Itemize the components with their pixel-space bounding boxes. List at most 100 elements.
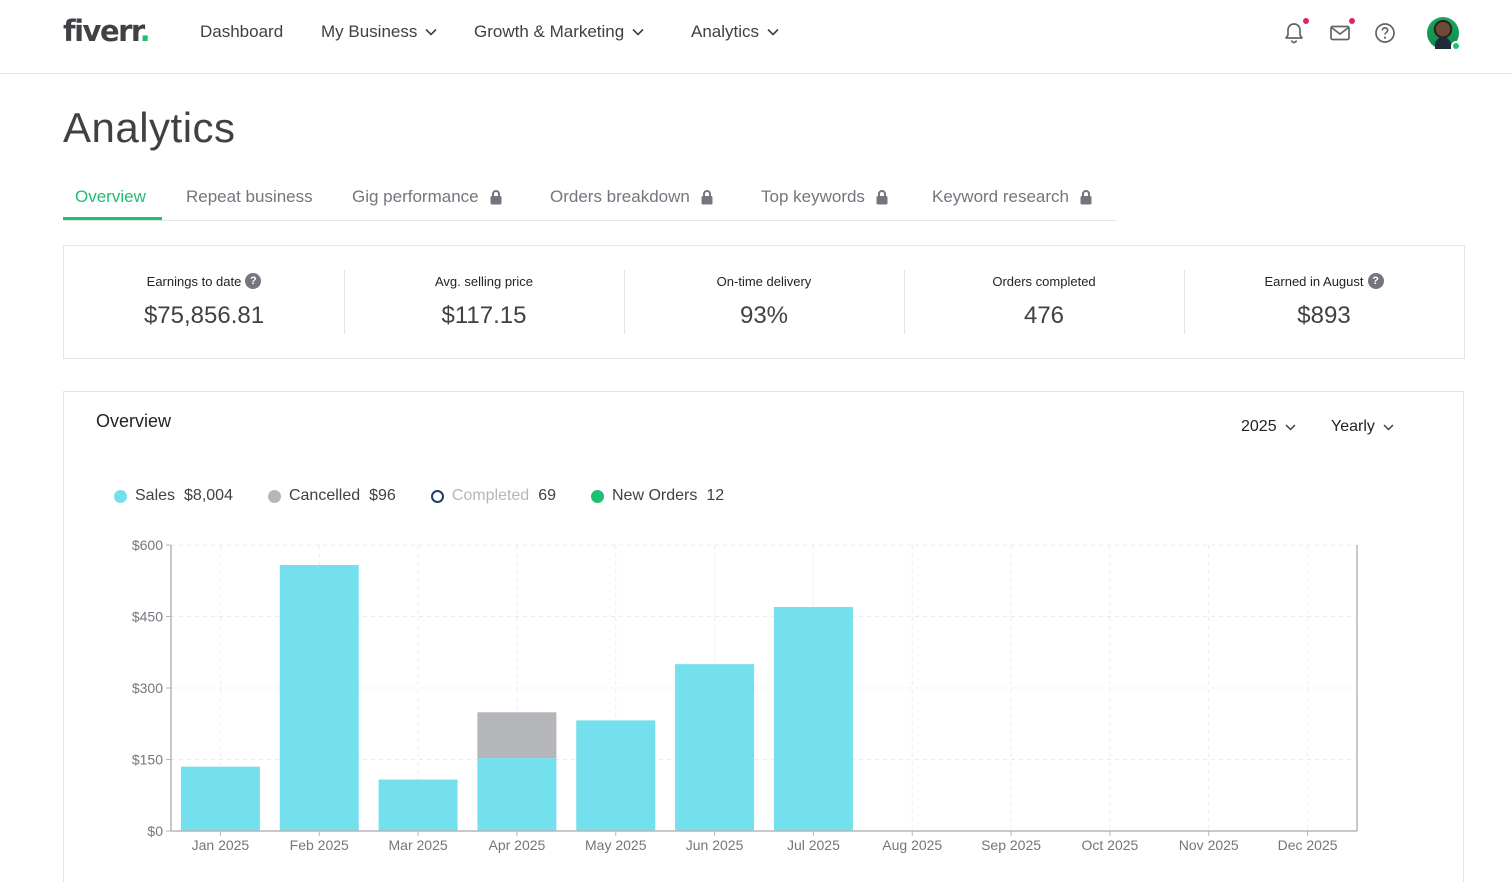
nav-analytics[interactable]: Analytics — [691, 22, 779, 42]
analytics-tabs: Overview Repeat business Gig performance… — [63, 176, 1117, 221]
notification-dot — [1303, 18, 1309, 24]
tab-top-keywords[interactable]: Top keywords — [761, 187, 889, 207]
bar-sales — [576, 720, 656, 831]
chart-legend: Sales $8,004 Cancelled $96 Completed 69 … — [114, 487, 759, 505]
nav-analytics-label: Analytics — [691, 22, 760, 41]
x-tick-label: Mar 2025 — [389, 837, 448, 853]
y-tick-label: $300 — [132, 680, 163, 696]
stat-label: Orders completed — [992, 273, 1096, 289]
stat-on-time-delivery: On-time delivery 93% — [624, 246, 904, 358]
logo-dot: . — [139, 14, 151, 48]
nav-dashboard-label: Dashboard — [200, 22, 284, 41]
legend-value: 12 — [706, 487, 725, 504]
stat-value: 93% — [739, 302, 789, 329]
help-icon[interactable] — [1372, 20, 1398, 46]
notification-dot — [1349, 18, 1355, 24]
nav-growth-marketing-label: Growth & Marketing — [474, 22, 625, 41]
fiverr-logo[interactable]: fiverr. — [63, 14, 151, 48]
legend-label: Completed — [451, 487, 530, 504]
stat-orders-completed: Orders completed 476 — [904, 246, 1184, 358]
tab-label: Keyword research — [932, 187, 1070, 206]
x-tick-label: Nov 2025 — [1179, 837, 1239, 853]
nav-dashboard[interactable]: Dashboard — [200, 22, 283, 42]
stat-value: $893 — [1297, 302, 1351, 329]
nav-my-business-label: My Business — [321, 22, 418, 41]
x-tick-label: Apr 2025 — [489, 837, 546, 853]
legend-value: $8,004 — [184, 487, 233, 504]
bar-sales — [180, 766, 260, 831]
chevron-down-icon — [425, 28, 437, 36]
help-icon[interactable]: ? — [245, 273, 262, 289]
y-tick-label: $150 — [132, 752, 163, 768]
logo-text[interactable]: fiverr — [63, 14, 141, 48]
bar-cancelled — [477, 712, 557, 759]
tab-keyword-research[interactable]: Keyword research — [932, 187, 1093, 207]
x-tick-label: May 2025 — [585, 837, 647, 853]
lock-icon — [875, 189, 889, 205]
stats-card: Earnings to date? $75,856.81 Avg. sellin… — [63, 245, 1465, 359]
legend-sales[interactable]: Sales $8,004 — [114, 487, 233, 505]
overview-card: Overview 2025 Yearly Sales $8,004 Cancel… — [63, 391, 1464, 882]
lock-icon — [489, 189, 503, 205]
period-select-value: Yearly — [1331, 418, 1375, 435]
online-status-dot — [1451, 41, 1461, 51]
bar-sales — [675, 664, 755, 831]
year-select[interactable]: 2025 — [1241, 418, 1296, 436]
x-tick-label: Sep 2025 — [981, 837, 1041, 853]
legend-label: Cancelled — [288, 487, 361, 504]
x-tick-label: Jun 2025 — [686, 837, 744, 853]
x-tick-label: Dec 2025 — [1278, 837, 1338, 853]
tab-label: Orders breakdown — [550, 187, 690, 206]
x-tick-label: Aug 2025 — [882, 837, 942, 853]
y-tick-label: $0 — [147, 823, 163, 839]
bar-sales — [773, 606, 853, 831]
stat-earned-in-august: Earned in August? $893 — [1184, 246, 1464, 358]
legend-dot — [114, 489, 127, 503]
legend-label: New Orders — [612, 487, 698, 504]
period-select[interactable]: Yearly — [1331, 418, 1394, 436]
overview-bar-chart: $0 $150 $300 $450 $600 Jan 2025 Feb 2025 Mar 20… — [132, 537, 1358, 853]
bar-sales — [279, 565, 359, 831]
chevron-down-icon — [1383, 423, 1394, 431]
stat-value: $75,856.81 — [143, 302, 265, 329]
y-tick-label: $600 — [132, 537, 163, 553]
legend-dot — [430, 489, 444, 503]
legend-value: 69 — [538, 487, 556, 504]
tab-label: Repeat business — [186, 187, 313, 206]
help-icon[interactable]: ? — [1367, 273, 1384, 289]
top-header: fiverr. Dashboard My Business Growth & M… — [0, 0, 1512, 74]
avatar[interactable] — [1427, 17, 1461, 51]
stat-label: On-time delivery — [716, 273, 812, 289]
stat-label: Earnings to date — [146, 273, 242, 289]
chevron-down-icon — [1285, 423, 1296, 431]
active-tab-underline — [63, 217, 162, 220]
legend-completed[interactable]: Completed 69 — [430, 487, 556, 505]
tab-gig-performance[interactable]: Gig performance — [352, 187, 503, 207]
tab-label: Top keywords — [761, 187, 865, 206]
stat-label: Avg. selling price — [434, 273, 534, 289]
avatar-body — [1435, 37, 1451, 49]
x-tick-label: Feb 2025 — [290, 837, 349, 853]
tab-overview[interactable]: Overview — [75, 187, 146, 207]
x-tick-label: Oct 2025 — [1082, 837, 1139, 853]
chevron-down-icon — [632, 28, 644, 36]
tab-orders-breakdown[interactable]: Orders breakdown — [550, 187, 714, 207]
legend-dot — [267, 489, 281, 503]
bar-sales — [477, 758, 557, 831]
tab-label: Overview — [75, 187, 146, 206]
overview-title: Overview — [96, 411, 172, 431]
legend-new-orders[interactable]: New Orders 12 — [591, 487, 724, 505]
tab-label: Gig performance — [352, 187, 479, 206]
legend-cancelled[interactable]: Cancelled $96 — [267, 487, 396, 505]
bell-icon[interactable] — [1281, 18, 1309, 46]
tab-repeat-business[interactable]: Repeat business — [186, 187, 313, 207]
legend-label: Sales — [135, 487, 176, 504]
legend-value: $96 — [369, 487, 396, 504]
stat-value: 476 — [1023, 302, 1065, 329]
stat-value: $117.15 — [441, 302, 527, 329]
chevron-down-icon — [767, 28, 779, 36]
bar-sales — [378, 779, 458, 831]
mail-icon[interactable] — [1327, 18, 1355, 46]
nav-my-business[interactable]: My Business — [321, 22, 437, 42]
nav-growth-marketing[interactable]: Growth & Marketing — [474, 22, 644, 42]
